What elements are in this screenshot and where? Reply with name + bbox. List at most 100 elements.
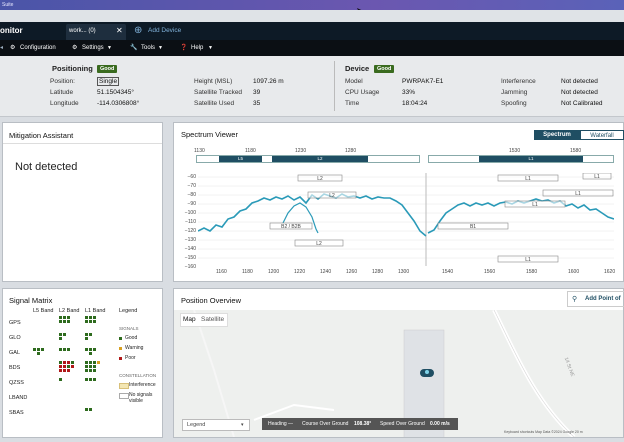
legend-warning-swatch bbox=[119, 347, 122, 350]
add-device-button[interactable]: Add Device bbox=[148, 27, 182, 34]
signal-cell bbox=[85, 378, 88, 381]
tab-workspace[interactable]: work... (0) bbox=[66, 24, 126, 40]
navigator-range-right[interactable] bbox=[428, 155, 614, 163]
add-icon[interactable]: ⊕ bbox=[134, 25, 143, 36]
band-l5-marker: L5 bbox=[219, 156, 262, 162]
model-value: PWRPAK7-E1 bbox=[402, 78, 444, 85]
status-divider bbox=[334, 61, 335, 111]
menu-tools[interactable]: Tools bbox=[141, 45, 156, 51]
menu-overflow-icon[interactable]: ◂ bbox=[0, 45, 4, 51]
x-tick: 1180 bbox=[242, 269, 253, 275]
signal-matrix-panel: Signal Matrix L5 Band L2 Band L1 Band GP… bbox=[2, 288, 163, 438]
signal-cell bbox=[33, 348, 36, 351]
constellation-label: LBAND bbox=[9, 395, 28, 401]
signal-cell bbox=[59, 369, 62, 372]
nav-tick: 1280 bbox=[345, 148, 357, 154]
constellation-label: GAL bbox=[9, 350, 21, 356]
help-icon: ❓ bbox=[180, 45, 188, 51]
navigator-range-left[interactable] bbox=[196, 155, 420, 163]
add-poi-label: Add Point of bbox=[585, 296, 621, 302]
signal-cell bbox=[93, 320, 96, 323]
y-tick: −60 bbox=[187, 174, 196, 180]
cog-label: Course Over Ground bbox=[302, 421, 349, 427]
interference-label: Interference bbox=[501, 78, 536, 85]
satellite-used-value: 35 bbox=[253, 100, 261, 107]
signal-cell bbox=[93, 369, 96, 372]
x-tick: 1280 bbox=[372, 269, 384, 275]
add-poi-button[interactable]: ⚲ Add Point of bbox=[567, 291, 624, 307]
menu-bar: ◂ ⚙ Configuration ⚙ Settings ▼ 🔧 Tools ▼… bbox=[0, 40, 624, 56]
signal-cell bbox=[85, 320, 88, 323]
map-tab[interactable]: Map bbox=[183, 316, 196, 323]
spectrum-box-label: L2 bbox=[317, 176, 323, 182]
spectrum-box-label: L1 bbox=[594, 174, 600, 180]
band-l2-marker: L2 bbox=[272, 156, 368, 162]
longitude-label: Longitude bbox=[50, 100, 79, 107]
signal-cell bbox=[89, 378, 92, 381]
satellite-tab[interactable]: Satellite bbox=[201, 316, 225, 323]
cpu-usage-label: CPU Usage bbox=[345, 89, 380, 96]
signal-cell bbox=[89, 333, 92, 336]
longitude-value: -114.0306808° bbox=[97, 100, 140, 107]
vehicle-position-marker[interactable] bbox=[420, 369, 434, 377]
signal-cell bbox=[93, 378, 96, 381]
signal-cell bbox=[67, 348, 70, 351]
legend-select[interactable]: Legend ▾ bbox=[182, 419, 250, 431]
x-tick: 1600 bbox=[568, 269, 580, 275]
signal-cell bbox=[59, 361, 62, 364]
height-label: Height (MSL) bbox=[194, 78, 233, 85]
signal-cell bbox=[89, 369, 92, 372]
model-label: Model bbox=[345, 78, 363, 85]
position-label: Position: bbox=[50, 78, 75, 85]
chevron-down-icon: ▼ bbox=[208, 45, 213, 51]
signal-cell bbox=[85, 408, 88, 411]
time-value: 18:04:24 bbox=[402, 100, 428, 107]
cog-value: 108.38° bbox=[354, 421, 372, 427]
vehicle-heading-dot bbox=[425, 370, 429, 374]
signal-cell bbox=[63, 365, 66, 368]
y-tick: −150 bbox=[184, 255, 196, 262]
band-header: L5 Band bbox=[33, 308, 54, 314]
signal-cell bbox=[59, 378, 62, 381]
waterfall-mode-button[interactable]: Waterfall bbox=[580, 130, 624, 140]
spectrum-plot[interactable]: L2 L2 B2 / B2B L2 L1 L1 L1 B1 L1 L1 bbox=[198, 173, 614, 266]
legend-interference-swatch bbox=[119, 383, 129, 389]
map-view[interactable]: Map Satellite 14 St NE Legend ▾ Heading … bbox=[174, 310, 623, 437]
y-tick: −110 bbox=[185, 219, 196, 226]
menu-settings[interactable]: Settings bbox=[82, 45, 104, 51]
window-title: Suite bbox=[2, 2, 14, 8]
spectrum-box-label: L1 bbox=[575, 191, 581, 197]
signal-cell bbox=[89, 361, 92, 364]
constellation-label: GLO bbox=[9, 335, 21, 341]
signal-cell bbox=[85, 337, 88, 340]
latitude-value: 51.1504345° bbox=[97, 89, 134, 96]
signal-cell bbox=[85, 361, 88, 364]
signal-cell bbox=[37, 352, 40, 355]
signal-cell bbox=[85, 348, 88, 351]
signal-cell bbox=[85, 365, 88, 368]
spectrum-title: Spectrum Viewer bbox=[181, 130, 238, 139]
mitigation-title: Mitigation Assistant bbox=[9, 131, 74, 140]
height-value: 1097.26 m bbox=[253, 78, 284, 85]
menu-configuration[interactable]: Configuration bbox=[20, 45, 56, 51]
menu-help[interactable]: Help bbox=[191, 45, 204, 51]
signal-cell bbox=[67, 316, 70, 319]
y-tick: −120 bbox=[184, 228, 196, 235]
close-tab-icon[interactable]: ✕ bbox=[116, 26, 123, 35]
signal-cell bbox=[89, 365, 92, 368]
x-tick: 1560 bbox=[484, 269, 496, 275]
band-header: L2 Band bbox=[59, 308, 80, 314]
legend-warning-label: Warning bbox=[125, 345, 144, 351]
signal-cell bbox=[93, 348, 96, 351]
satellite-used-label: Satellite Used bbox=[194, 100, 235, 107]
legend-select-label: Legend bbox=[187, 422, 206, 428]
constellation-label: GPS bbox=[9, 320, 21, 326]
y-tick: −70 bbox=[187, 183, 196, 190]
device-status-badge: Good bbox=[374, 65, 395, 73]
signal-cell bbox=[89, 348, 92, 351]
y-tick: −100 bbox=[184, 210, 196, 217]
signal-cell bbox=[59, 365, 62, 368]
spectrum-mode-button[interactable]: Spectrum bbox=[534, 130, 580, 140]
signal-cell bbox=[97, 361, 100, 364]
position-mode-value[interactable]: Single bbox=[97, 77, 120, 86]
